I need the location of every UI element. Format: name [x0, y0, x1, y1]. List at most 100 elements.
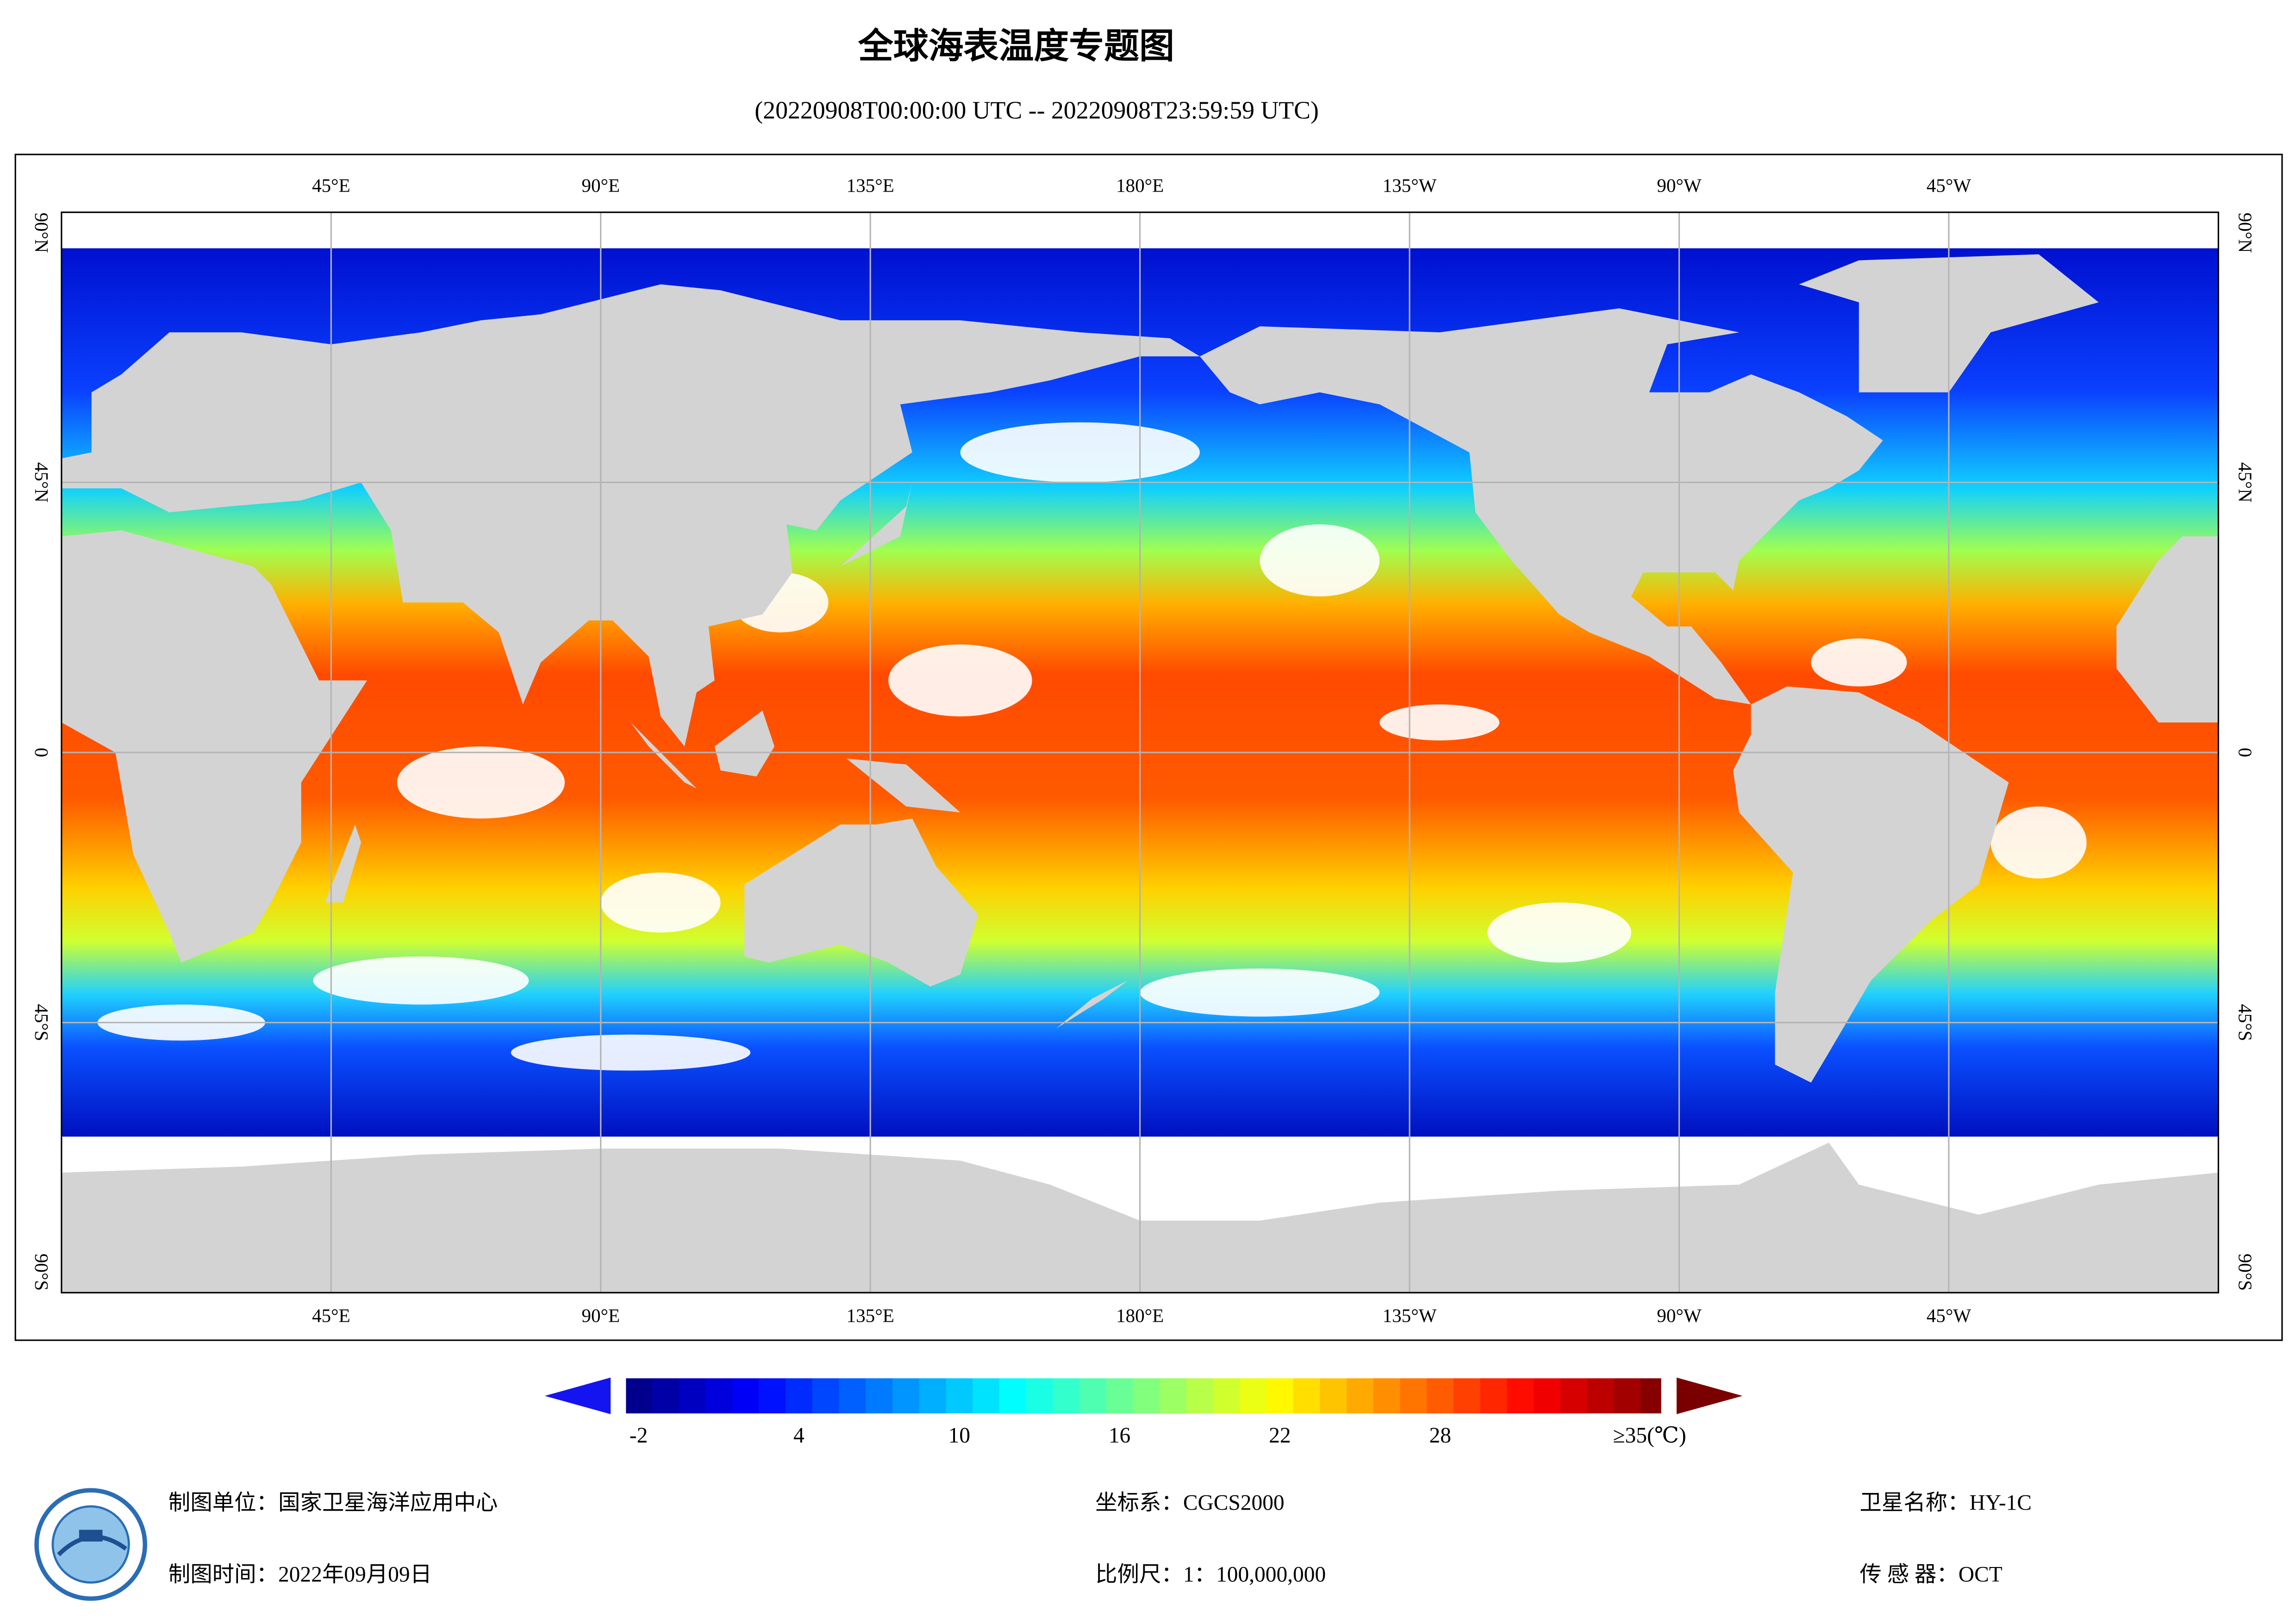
colorbar-segment — [999, 1377, 1027, 1414]
lon-label-bottom: 90°W — [1657, 1305, 1702, 1326]
cloud-gap — [1140, 968, 1380, 1017]
lon-label-bottom: 45°E — [312, 1305, 350, 1326]
cloud-gap — [600, 872, 721, 933]
land — [846, 758, 961, 813]
land — [1199, 308, 1883, 705]
colorbar-segment — [1454, 1377, 1481, 1414]
logo — [34, 1488, 147, 1601]
colorbar-segment — [1186, 1377, 1214, 1414]
title: 全球海表温度专题图 — [858, 25, 1174, 66]
colorbar-segment — [1641, 1377, 1663, 1414]
lon-label-bottom: 135°E — [847, 1305, 894, 1326]
cloud-gap — [397, 746, 565, 819]
lon-label-bottom: 45°W — [1927, 1305, 1972, 1326]
colorbar-segment — [1587, 1377, 1615, 1414]
lon-label-top: 45°W — [1927, 174, 1972, 196]
colorbar-segment — [705, 1377, 733, 1414]
land — [744, 818, 979, 987]
colorbar-tick-label: 28 — [1429, 1424, 1451, 1448]
footer-scale: 比例尺：1：100,000,000 — [1095, 1563, 1326, 1587]
colorbar-segment — [1614, 1377, 1641, 1414]
lon-label-top: 45°E — [312, 174, 350, 196]
colorbar-segment — [946, 1377, 973, 1414]
colorbar-segment — [1240, 1377, 1267, 1414]
colorbar-segment — [732, 1377, 760, 1414]
map-border — [61, 211, 2219, 1293]
footer-crs: 坐标系：CGCS2000 — [1095, 1491, 1285, 1515]
colorbar-segment — [1320, 1377, 1348, 1414]
lon-label-bottom: 135°W — [1383, 1305, 1437, 1326]
colorbar-segment — [1480, 1377, 1508, 1414]
colorbar-tick-label: 10 — [948, 1424, 970, 1448]
land — [840, 482, 912, 566]
cloud-gap — [1379, 704, 1500, 741]
colorbar-segment — [1507, 1377, 1535, 1414]
colorbar-segment — [1427, 1377, 1454, 1414]
colorbar-segment — [1160, 1377, 1187, 1414]
colorbar-segment — [919, 1377, 947, 1414]
lat-label-left: 0 — [31, 748, 52, 758]
land — [61, 530, 368, 963]
map-frame — [14, 154, 2283, 1341]
colorbar-tick-label: 16 — [1109, 1424, 1130, 1448]
lat-label-right: 45°S — [2235, 1004, 2256, 1041]
footer-date: 制图时间：2022年09月09日 — [168, 1563, 432, 1587]
colorbar: -2 4 10 16 22 28 ≥35(℃) — [544, 1377, 1743, 1448]
colorbar-segment — [652, 1377, 680, 1414]
colorbar-segment — [1026, 1377, 1054, 1414]
lon-label-top: 135°W — [1383, 174, 1437, 196]
colorbar-tick-label: -2 — [630, 1424, 648, 1448]
colorbar-segment — [1560, 1377, 1588, 1414]
lon-label-top: 135°E — [847, 174, 894, 196]
footer-sensor: 传 感 器：OCT — [1859, 1563, 2002, 1587]
colorbar-segment — [1079, 1377, 1107, 1414]
lon-label-bottom: 180°E — [1116, 1305, 1164, 1326]
colorbar-segment — [1133, 1377, 1160, 1414]
land — [1056, 980, 1128, 1029]
lat-label-right: 0 — [2235, 748, 2256, 758]
land — [61, 284, 1200, 746]
colorbar-segment — [1373, 1377, 1401, 1414]
colorbar-segment — [1053, 1377, 1080, 1414]
land — [2116, 536, 2219, 723]
colorbar-segment — [812, 1377, 840, 1414]
land — [714, 710, 775, 777]
cloud-gap — [1260, 524, 1380, 597]
lon-label-top: 90°W — [1657, 174, 1702, 196]
cloud-gap — [888, 644, 1032, 717]
colorbar-segment — [1534, 1377, 1561, 1414]
colorbar-segment — [786, 1377, 813, 1414]
colorbar-tick-label: 22 — [1269, 1424, 1291, 1448]
cloud-gap — [1990, 806, 2087, 879]
colorbar-segment — [892, 1377, 920, 1414]
colorbar-segment — [679, 1377, 706, 1414]
lat-label-right: 90°S — [2235, 1254, 2256, 1291]
land — [1733, 686, 2009, 1083]
cloud-gap — [1811, 638, 1907, 687]
lon-label-top: 90°E — [581, 174, 620, 196]
cloud-gap — [313, 956, 529, 1005]
colorbar-segment — [625, 1377, 653, 1414]
colorbar-segment — [1213, 1377, 1241, 1414]
colorbar-segment — [759, 1377, 786, 1414]
colorbar-segment — [1293, 1377, 1321, 1414]
lon-label-bottom: 90°E — [581, 1305, 620, 1326]
lat-label-left: 45°N — [31, 462, 52, 503]
lat-label-right: 45°N — [2235, 462, 2256, 503]
lon-label-top: 180°E — [1116, 174, 1164, 196]
lat-label-left: 90°N — [31, 212, 52, 253]
cloud-gap — [511, 1034, 751, 1071]
colorbar-outline — [624, 1377, 1663, 1415]
colorbar-segment — [1267, 1377, 1294, 1414]
cloud-gap — [960, 422, 1200, 483]
colorbar-segment — [1106, 1377, 1134, 1414]
footer-satellite: 卫星名称：HY-1C — [1859, 1491, 2032, 1515]
colorbar-segment — [973, 1377, 1000, 1414]
colorbar-tick-label: 4 — [793, 1424, 805, 1448]
colorbar-max-label: ≥35(℃) — [1613, 1424, 1686, 1448]
colorbar-segment — [839, 1377, 867, 1414]
colorbar-segment — [1400, 1377, 1428, 1414]
lat-label-right: 90°N — [2235, 212, 2256, 253]
